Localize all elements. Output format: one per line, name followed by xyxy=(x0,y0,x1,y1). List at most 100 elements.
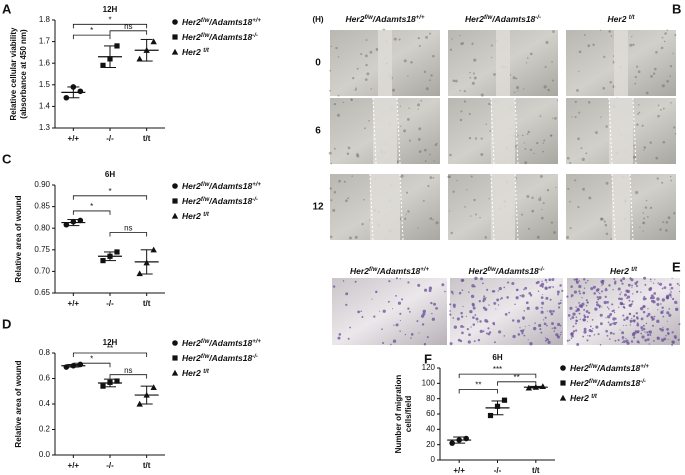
stained-cell xyxy=(472,304,475,307)
legend-label: Her2f/w/Adamts18-/- xyxy=(182,196,258,206)
y-tick-label: 0.90 xyxy=(34,180,50,189)
stained-cell xyxy=(548,278,552,282)
stained-cell xyxy=(578,284,582,289)
stained-cell xyxy=(645,322,648,325)
stained-cell xyxy=(649,278,652,281)
stained-cell xyxy=(653,339,655,342)
y-axis-label: Relative cellular viability xyxy=(9,27,18,120)
stained-cell xyxy=(578,280,580,282)
stained-cell xyxy=(622,339,624,341)
cell-speck xyxy=(428,79,431,82)
name-part: /Adamts18 xyxy=(596,378,640,388)
stained-cell xyxy=(572,325,575,328)
stained-cell xyxy=(633,336,636,339)
cell-speck xyxy=(546,188,550,192)
cell-speck xyxy=(642,212,645,214)
point xyxy=(77,361,84,368)
stained-cell xyxy=(420,314,425,318)
cell-speck xyxy=(574,115,577,118)
cell-speck xyxy=(459,118,463,122)
cell-speck xyxy=(663,221,665,223)
wound-edge xyxy=(490,173,495,241)
x-tick-label: +/+ xyxy=(68,299,80,308)
stained-cell xyxy=(407,281,410,284)
stained-cell xyxy=(621,331,625,335)
cell-speck xyxy=(364,78,368,81)
significance-bracket xyxy=(109,30,148,35)
cell-speck xyxy=(335,46,338,50)
stained-cell xyxy=(493,301,497,305)
cell-speck xyxy=(424,160,427,163)
stained-cell xyxy=(418,332,420,334)
stained-cell xyxy=(544,337,547,339)
stained-cell xyxy=(581,302,585,306)
cell-speck xyxy=(577,206,580,209)
stained-cell xyxy=(582,335,585,338)
stained-cell xyxy=(650,315,654,319)
stained-cell xyxy=(640,326,644,330)
stained-cell xyxy=(583,287,586,289)
point xyxy=(560,365,566,371)
stained-cell xyxy=(539,329,541,331)
stained-cell xyxy=(642,324,645,327)
stained-cell xyxy=(485,296,487,298)
panel-label: A xyxy=(2,1,12,16)
stained-cell xyxy=(667,338,669,340)
stained-cell xyxy=(480,277,484,281)
cell-speck xyxy=(407,210,410,213)
stained-cell xyxy=(487,327,490,330)
stained-cell xyxy=(553,326,557,330)
cell-speck xyxy=(407,75,409,77)
stained-cell xyxy=(622,340,626,343)
cell-speck xyxy=(459,34,461,37)
stained-cell xyxy=(677,338,680,341)
stained-cell xyxy=(652,296,655,300)
point xyxy=(172,355,178,361)
point xyxy=(172,34,178,40)
stained-cell xyxy=(417,283,421,287)
stained-cell xyxy=(519,294,522,297)
stained-cell xyxy=(546,324,548,327)
stained-cell xyxy=(678,284,680,286)
stained-cell xyxy=(399,330,401,332)
stained-cell xyxy=(647,312,651,316)
point xyxy=(136,400,143,407)
cell-speck xyxy=(547,88,550,92)
point xyxy=(172,183,178,189)
stained-cell xyxy=(552,286,555,288)
stained-cell xyxy=(663,286,667,289)
panel-label: D xyxy=(2,316,11,331)
stained-cell xyxy=(523,288,525,291)
cell-speck xyxy=(600,116,602,118)
stained-cell xyxy=(595,325,599,329)
name-part: f/w xyxy=(589,379,598,385)
stained-cell xyxy=(487,332,491,336)
time-unit: (H) xyxy=(312,15,323,24)
cell-speck xyxy=(403,217,407,221)
cell-speck xyxy=(364,127,366,130)
stained-cell xyxy=(570,285,573,288)
stained-cell xyxy=(557,293,560,296)
stained-cell xyxy=(578,304,583,308)
stained-cell xyxy=(596,296,599,299)
cell-speck xyxy=(644,206,648,209)
stained-cell xyxy=(435,306,438,310)
point xyxy=(63,364,70,370)
stained-cell xyxy=(632,331,636,335)
cell-speck xyxy=(469,76,472,79)
stained-cell xyxy=(570,294,574,297)
point xyxy=(171,212,179,219)
stained-cell xyxy=(462,305,464,308)
stained-cell xyxy=(640,332,643,335)
stained-cell xyxy=(560,299,562,302)
stained-cell xyxy=(632,293,634,295)
cell-speck xyxy=(673,126,676,129)
cell-speck xyxy=(523,142,525,144)
stained-cell xyxy=(649,334,652,336)
stained-cell xyxy=(543,319,545,321)
stained-cell xyxy=(643,276,647,280)
cell-speck xyxy=(594,131,598,134)
stained-cell xyxy=(549,309,552,313)
stained-cell xyxy=(523,329,525,331)
x-tick-label: -/- xyxy=(106,461,114,470)
